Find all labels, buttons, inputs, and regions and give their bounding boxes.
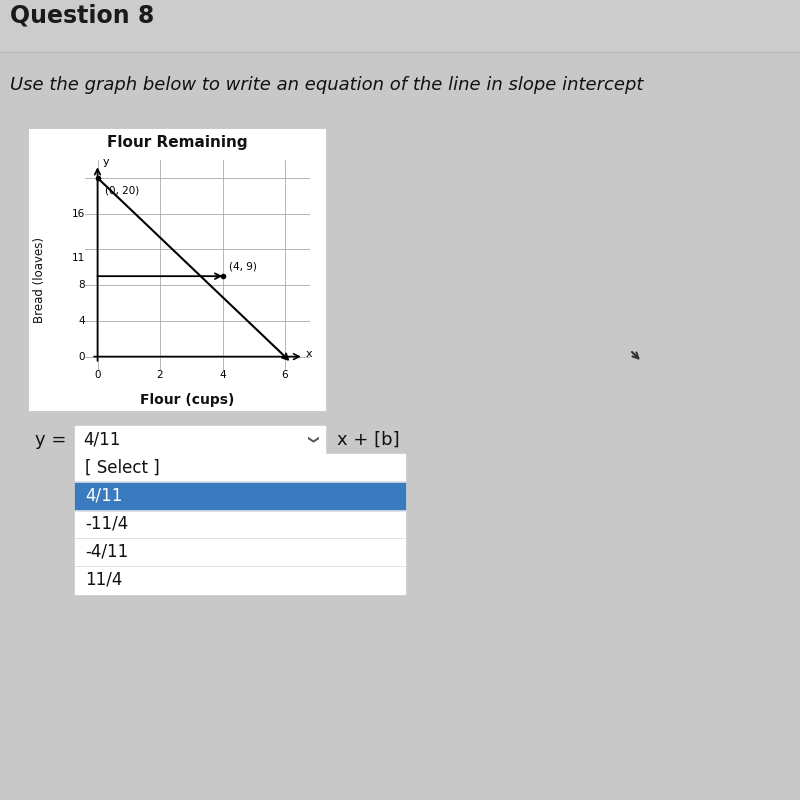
Text: x: x — [306, 349, 312, 359]
Text: [ Select ]: [ Select ] — [85, 459, 160, 477]
Text: (4, 9): (4, 9) — [229, 262, 257, 272]
Text: 4/11: 4/11 — [85, 487, 122, 505]
Text: 16: 16 — [72, 209, 85, 218]
Text: Bread (loaves): Bread (loaves) — [33, 237, 46, 323]
Text: ❯: ❯ — [306, 435, 317, 445]
Text: 6: 6 — [282, 370, 288, 380]
Text: -4/11: -4/11 — [85, 543, 128, 561]
Text: (0, 20): (0, 20) — [106, 185, 139, 195]
Bar — [30, 130, 325, 410]
Text: y: y — [102, 157, 109, 166]
Text: 0: 0 — [94, 370, 101, 380]
Text: -11/4: -11/4 — [85, 515, 128, 533]
Text: 11: 11 — [72, 254, 85, 263]
Bar — [75, 454, 405, 594]
Text: x + [b]: x + [b] — [337, 431, 400, 449]
Text: Use the graph below to write an equation of the line in slope intercept: Use the graph below to write an equation… — [10, 76, 643, 94]
Bar — [75, 426, 325, 454]
Text: y =: y = — [35, 431, 66, 449]
Text: 4: 4 — [78, 316, 85, 326]
Text: Flour (cups): Flour (cups) — [140, 393, 234, 407]
Text: Flour Remaining: Flour Remaining — [107, 134, 248, 150]
Text: 11/4: 11/4 — [85, 571, 122, 589]
Bar — [75, 482, 405, 510]
Text: 8: 8 — [78, 280, 85, 290]
Bar — [0, 0, 800, 50]
Text: 2: 2 — [157, 370, 163, 380]
Text: 4: 4 — [219, 370, 226, 380]
Text: 4/11: 4/11 — [83, 431, 120, 449]
Text: Question 8: Question 8 — [10, 3, 154, 27]
Text: 0: 0 — [78, 351, 85, 362]
